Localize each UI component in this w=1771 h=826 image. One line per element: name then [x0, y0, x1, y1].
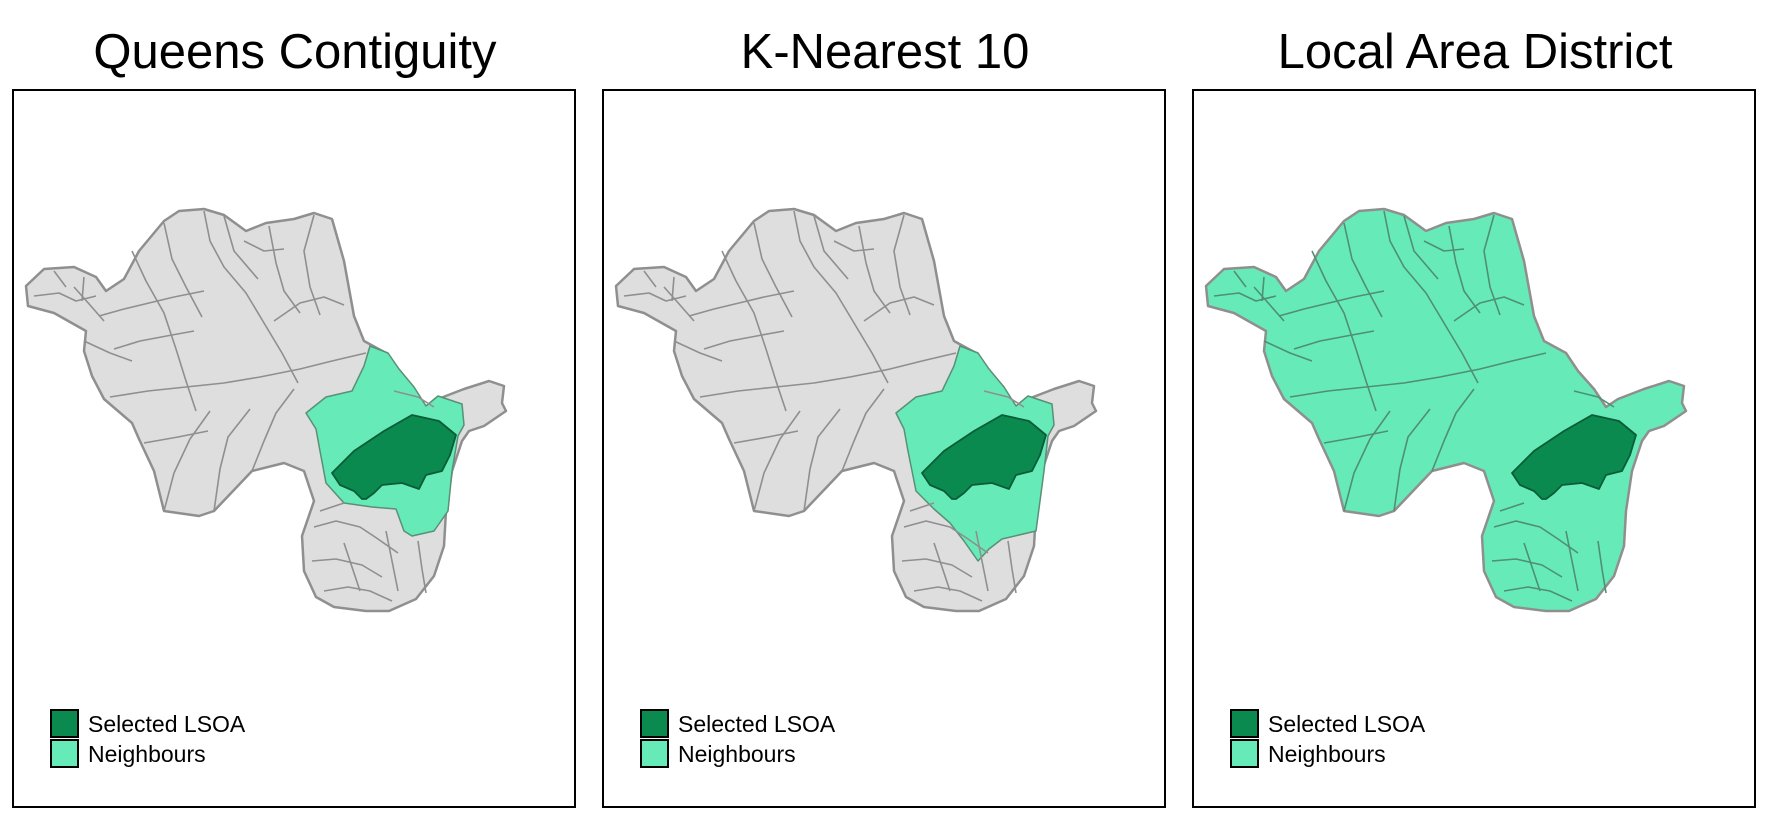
lsoa-boundary [688, 290, 795, 350]
lsoa-map [24, 207, 508, 613]
lsoa-boundary [901, 520, 989, 578]
lsoa-boundary [1278, 290, 1385, 350]
selected-swatch [1230, 709, 1259, 738]
map-frame: Selected LSOA Neighbours [602, 89, 1166, 808]
neighbour-swatch [1230, 739, 1259, 768]
selected-swatch [640, 709, 669, 738]
lsoa-boundary [1503, 530, 1579, 602]
legend-label-neighbours: Neighbours [1268, 741, 1386, 767]
lsoa-boundary [131, 222, 203, 412]
lsoa-boundary [858, 214, 911, 316]
legend-label-selected: Selected LSOA [88, 711, 246, 737]
selected-lsoa [1511, 414, 1637, 500]
lsoa-boundary [733, 388, 885, 472]
panel-title: K-Nearest 10 [740, 25, 1030, 79]
panel-title: Local Area District [1277, 25, 1673, 79]
lsoa-boundary [98, 290, 205, 350]
lsoa-boundary [268, 214, 321, 316]
lsoa-boundary [1253, 286, 1313, 362]
map-frame: Selected LSOA Neighbours [1192, 89, 1756, 808]
legend-label-neighbours: Neighbours [88, 741, 206, 767]
panel-title: Queens Contiguity [93, 25, 497, 79]
selected-swatch [50, 709, 79, 738]
lsoa-boundary [273, 296, 427, 594]
lsoa-boundary [143, 388, 295, 472]
lsoa-boundary [109, 352, 367, 398]
map-panel-queens: Queens Contiguity Selected LSOA Neighbou… [12, 0, 578, 826]
legend-label-selected: Selected LSOA [1268, 711, 1426, 737]
lsoa-boundary [699, 352, 957, 398]
lsoa-boundary [323, 530, 399, 602]
lsoa-boundary [1343, 408, 1431, 512]
lsoa-boundary [793, 210, 889, 384]
lsoa-boundary [1453, 296, 1607, 594]
lsoa-boundary [753, 408, 841, 512]
lsoa-boundary [1491, 520, 1579, 578]
lsoa-boundary [203, 210, 299, 384]
lsoa-boundary [1383, 210, 1479, 384]
lsoa-boundary [913, 530, 989, 602]
lsoa-boundary [1311, 222, 1383, 412]
selected-lsoa [331, 414, 457, 500]
legend-label-selected: Selected LSOA [678, 711, 836, 737]
neighbour-swatch [50, 739, 79, 768]
lsoa-boundary [663, 286, 723, 362]
neighbour-swatch [640, 739, 669, 768]
lsoa-boundary [1448, 214, 1501, 316]
lsoa-boundary [73, 286, 133, 362]
lsoa-map [1204, 207, 1688, 613]
lsoa-boundary [1323, 388, 1475, 472]
lsoa-boundary [721, 222, 793, 412]
map-frame: Selected LSOA Neighbours [12, 89, 576, 808]
map-panel-district: Local Area District Selected LSOA Neighb… [1192, 0, 1758, 826]
legend-label-neighbours: Neighbours [678, 741, 796, 767]
selected-lsoa [921, 414, 1047, 500]
lsoa-map [614, 207, 1098, 613]
district-outline [1204, 207, 1688, 613]
map-panel-knn: K-Nearest 10 Selected LSOA Neighbours [602, 0, 1168, 826]
lsoa-boundary [1289, 352, 1547, 398]
lsoa-boundary [863, 296, 1017, 594]
district-outline [24, 207, 508, 613]
lsoa-boundary [163, 408, 251, 512]
lsoa-boundary [311, 520, 399, 578]
